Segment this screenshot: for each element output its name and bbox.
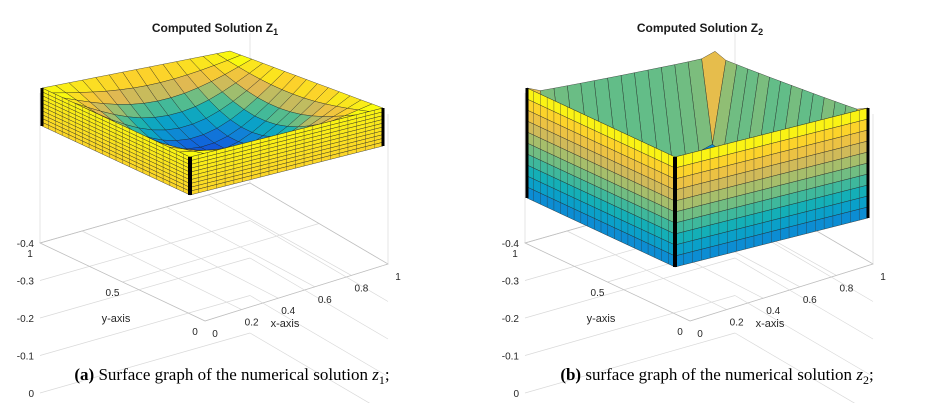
z-grid-line [39, 220, 251, 281]
z-tick-label: -0.4 [502, 239, 520, 250]
z-grid-line [249, 295, 389, 377]
y-tick-label: 0 [192, 327, 198, 338]
x-axis-label: x-axis [271, 318, 300, 330]
x-tick-label: 1 [880, 272, 886, 283]
z-tick-label: -0.1 [17, 352, 35, 363]
x-tick-label: 1 [395, 272, 401, 283]
z-tick-label: 0 [28, 389, 34, 400]
figure-caption: (b) surface graph of the numerical solut… [560, 365, 873, 387]
z-grid-line [249, 220, 389, 302]
z-grid-line [524, 295, 736, 356]
x-tick-label: 0.2 [245, 318, 259, 329]
z-tick-label: -0.1 [502, 352, 520, 363]
z-tick-label: -0.4 [17, 239, 35, 250]
y-tick-label: 0.5 [106, 288, 120, 299]
z-tick-label: 0 [513, 389, 519, 400]
x-tick-label: 0.6 [803, 295, 817, 306]
x-tick-label: 0.8 [839, 283, 853, 294]
z-grid-line [524, 257, 736, 319]
z-grid-line [39, 257, 251, 319]
chart-title: Computed Solution Z1 [152, 21, 278, 37]
chart-title: Computed Solution Z2 [637, 21, 763, 37]
z-grid-line [734, 295, 874, 377]
panel-a-chart: Computed Solution Z1 0 -0.1 -0.2 -0.3 -0.4 0 0.… [17, 21, 401, 403]
z-grid-line [734, 257, 874, 340]
surface [40, 50, 385, 196]
z-tick-label: -0.2 [502, 314, 520, 325]
y-tick-label: 0 [677, 327, 683, 338]
panel-b-chart: Computed Solution Z2 0 -0.1 -0.2 -0.3 -0.4 0 0.… [502, 21, 886, 403]
z-grid-line [249, 332, 370, 403]
figure-caption: (a) Surface graph of the numerical solut… [74, 365, 389, 387]
z-grid-line [734, 332, 855, 403]
x-tick-label: 0 [212, 329, 218, 340]
floor-outline [39, 182, 389, 322]
x-tick-label: 0.2 [730, 318, 744, 329]
x-tick-label: 0.6 [318, 295, 332, 306]
y-tick-label: 1 [27, 249, 33, 260]
y-tick-label: 0.5 [591, 288, 605, 299]
surface [525, 51, 870, 268]
x-axis-label: x-axis [756, 318, 785, 330]
y-axis-label: y-axis [587, 313, 616, 325]
x-tick-label: 0.4 [281, 306, 295, 317]
z-tick-label: -0.3 [17, 277, 35, 288]
y-tick-label: 1 [512, 249, 518, 260]
y-axis-label: y-axis [102, 313, 131, 325]
z-grid-line [524, 332, 736, 394]
z-grid-line [249, 257, 389, 340]
z-grid-line [39, 295, 251, 356]
x-tick-label: 0.8 [354, 283, 368, 294]
z-grid-line [39, 332, 251, 394]
y-grid-line [122, 223, 320, 283]
z-tick-label: -0.3 [502, 277, 520, 288]
x-tick-label: 0.4 [766, 306, 780, 317]
x-tick-label: 0 [697, 329, 703, 340]
z-tick-label: -0.2 [17, 314, 35, 325]
axes-grid [39, 33, 389, 403]
